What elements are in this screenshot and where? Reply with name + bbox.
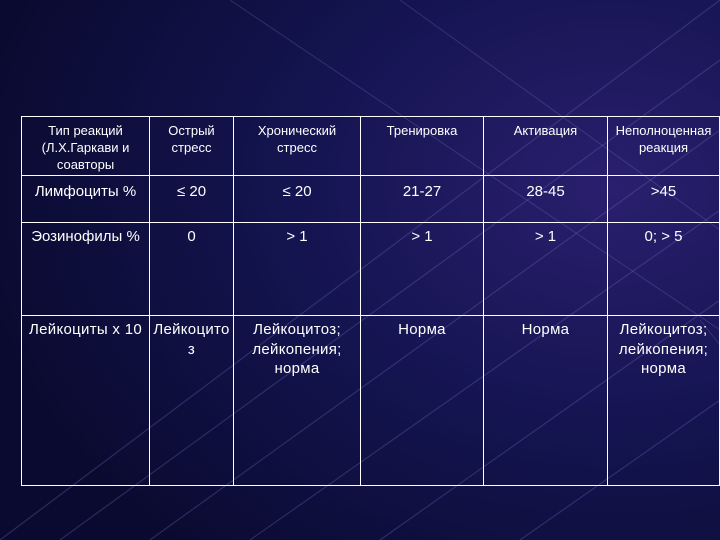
table-row-lymphocytes: Лимфоциты % ≤ 20 ≤ 20 21-27 28-45 >45 (21, 175, 720, 223)
table-cell: 28-45 (483, 175, 608, 223)
table-cell: Норма (360, 315, 484, 486)
table-cell: > 1 (360, 222, 484, 316)
table-cell: 21-27 (360, 175, 484, 223)
header-cell: Неполноценная реакция (607, 116, 720, 176)
row-label: Лимфоциты % (21, 175, 150, 223)
table-row-eosinophils: Эозинофилы % 0 > 1 > 1 > 1 0; > 5 (21, 222, 720, 316)
table-cell: Лейкоцитоз (149, 315, 234, 486)
header-cell: Хронический стресс (233, 116, 361, 176)
table-cell: > 1 (483, 222, 608, 316)
table-cell: Лейкоцитоз; лейкопения; норма (607, 315, 720, 486)
header-cell: Тип реакций (Л.Х.Гаркави и соавторы (21, 116, 150, 176)
header-cell: Активация (483, 116, 608, 176)
stress-reaction-table: Тип реакций (Л.Х.Гаркави и соавторы Остр… (21, 116, 720, 486)
table-row-leukocytes: Лейкоциты х 10 Лейкоцитоз Лейкоцитоз; ле… (21, 315, 720, 486)
table-cell: Лейкоцитоз; лейкопения; норма (233, 315, 361, 486)
table-header-row: Тип реакций (Л.Х.Гаркави и соавторы Остр… (21, 116, 720, 176)
table-cell: ≤ 20 (233, 175, 361, 223)
table-cell: 0 (149, 222, 234, 316)
header-cell: Тренировка (360, 116, 484, 176)
table-cell: ≤ 20 (149, 175, 234, 223)
table-cell: >45 (607, 175, 720, 223)
row-label: Эозинофилы % (21, 222, 150, 316)
header-cell: Острый стресс (149, 116, 234, 176)
table-cell: Норма (483, 315, 608, 486)
row-label: Лейкоциты х 10 (21, 315, 150, 486)
table-cell: 0; > 5 (607, 222, 720, 316)
table-cell: > 1 (233, 222, 361, 316)
